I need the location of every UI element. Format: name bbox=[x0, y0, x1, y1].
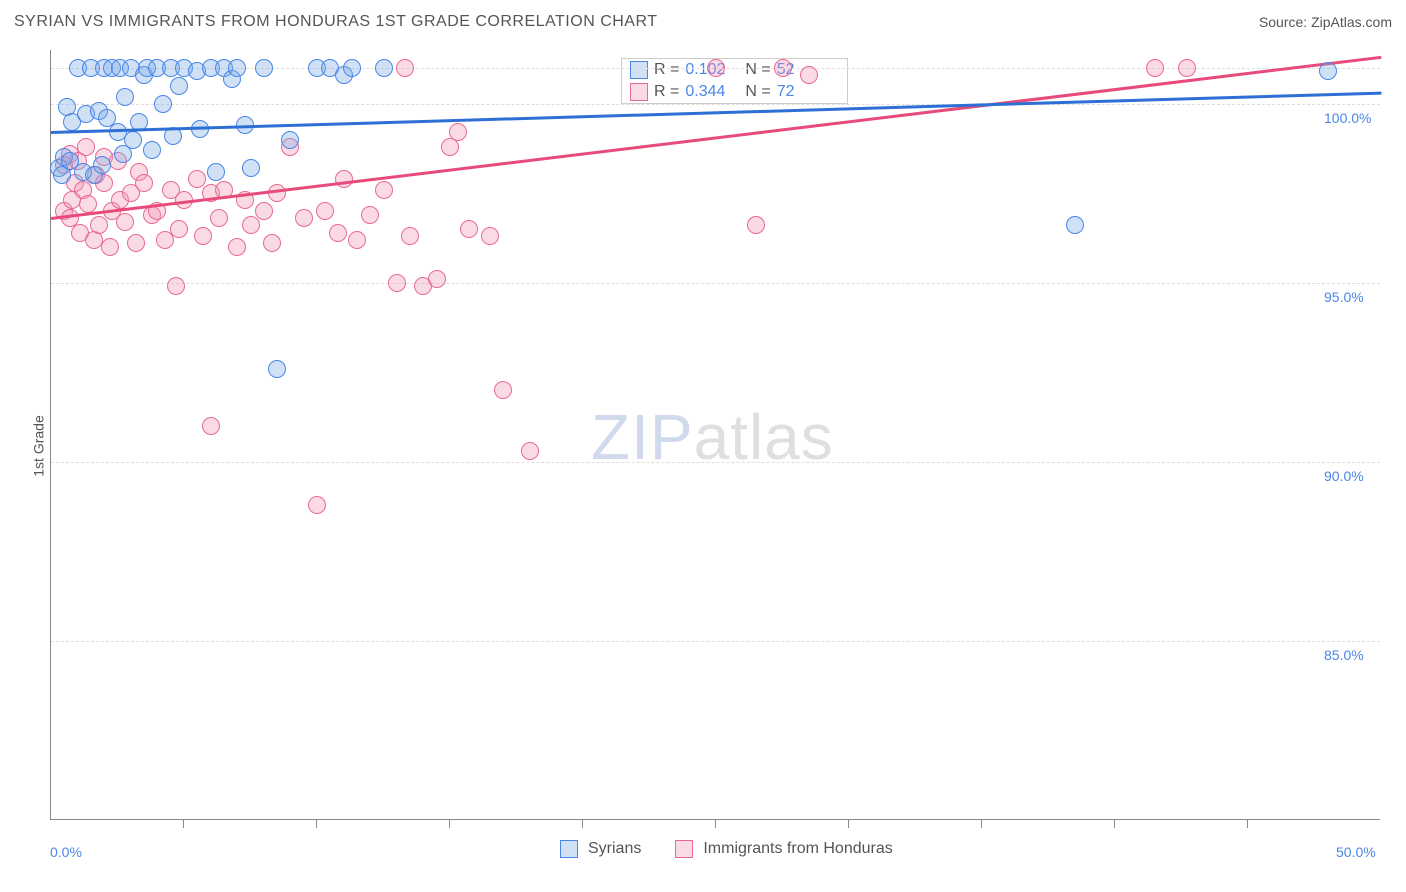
data-point-blue bbox=[124, 131, 142, 149]
data-point-pink bbox=[79, 195, 97, 213]
data-point-blue bbox=[268, 360, 286, 378]
gridline bbox=[51, 641, 1380, 642]
y-tick-label: 90.0% bbox=[1324, 468, 1364, 484]
data-point-pink bbox=[375, 181, 393, 199]
x-tick-mark bbox=[1247, 820, 1248, 828]
watermark: ZIPatlas bbox=[591, 400, 834, 474]
x-tick-label: 0.0% bbox=[50, 844, 82, 860]
data-point-blue bbox=[281, 131, 299, 149]
x-tick-mark bbox=[316, 820, 317, 828]
legend-row-pink: R = 0.344 N = 72 bbox=[622, 81, 847, 103]
x-tick-mark bbox=[981, 820, 982, 828]
y-tick-label: 100.0% bbox=[1324, 110, 1371, 126]
data-point-pink bbox=[295, 209, 313, 227]
legend-bottom: Syrians Immigrants from Honduras bbox=[560, 840, 893, 858]
data-point-pink bbox=[188, 170, 206, 188]
data-point-pink bbox=[428, 270, 446, 288]
data-point-pink bbox=[348, 231, 366, 249]
x-tick-mark bbox=[715, 820, 716, 828]
data-point-blue bbox=[143, 141, 161, 159]
data-point-pink bbox=[707, 59, 725, 77]
data-point-pink bbox=[167, 277, 185, 295]
data-point-pink bbox=[116, 213, 134, 231]
data-point-pink bbox=[255, 202, 273, 220]
data-point-pink bbox=[329, 224, 347, 242]
x-tick-mark bbox=[582, 820, 583, 828]
data-point-pink bbox=[263, 234, 281, 252]
data-point-pink bbox=[401, 227, 419, 245]
data-point-pink bbox=[1146, 59, 1164, 77]
data-point-pink bbox=[316, 202, 334, 220]
gridline bbox=[51, 462, 1380, 463]
data-point-pink bbox=[521, 442, 539, 460]
y-tick-label: 85.0% bbox=[1324, 647, 1364, 663]
y-tick-label: 95.0% bbox=[1324, 289, 1364, 305]
data-point-blue bbox=[375, 59, 393, 77]
data-point-pink bbox=[774, 59, 792, 77]
x-tick-mark bbox=[848, 820, 849, 828]
data-point-blue bbox=[1066, 216, 1084, 234]
data-point-pink bbox=[90, 216, 108, 234]
chart-title: SYRIAN VS IMMIGRANTS FROM HONDURAS 1ST G… bbox=[14, 13, 658, 31]
data-point-pink bbox=[460, 220, 478, 238]
data-point-pink bbox=[228, 238, 246, 256]
legend-label-blue: Syrians bbox=[588, 840, 641, 858]
legend-label-pink: Immigrants from Honduras bbox=[703, 840, 892, 858]
data-point-blue bbox=[255, 59, 273, 77]
data-point-pink bbox=[308, 496, 326, 514]
data-point-pink bbox=[361, 206, 379, 224]
data-point-pink bbox=[77, 138, 95, 156]
source-label: Source: ZipAtlas.com bbox=[1259, 14, 1392, 30]
data-point-pink bbox=[396, 59, 414, 77]
data-point-pink bbox=[101, 238, 119, 256]
x-tick-mark bbox=[183, 820, 184, 828]
data-point-blue bbox=[154, 95, 172, 113]
data-point-pink bbox=[481, 227, 499, 245]
data-point-blue bbox=[343, 59, 361, 77]
data-point-pink bbox=[388, 274, 406, 292]
x-tick-mark bbox=[449, 820, 450, 828]
data-point-pink bbox=[1178, 59, 1196, 77]
data-point-blue bbox=[170, 77, 188, 95]
data-point-pink bbox=[242, 216, 260, 234]
data-point-pink bbox=[800, 66, 818, 84]
data-point-pink bbox=[210, 209, 228, 227]
data-point-blue bbox=[207, 163, 225, 181]
swatch-blue-bottom bbox=[560, 840, 578, 858]
x-tick-label: 50.0% bbox=[1336, 844, 1376, 860]
y-axis-label: 1st Grade bbox=[31, 415, 47, 476]
data-point-pink bbox=[135, 174, 153, 192]
scatter-plot: ZIPatlas R = 0.102 N = 52 R = 0.344 N = … bbox=[50, 50, 1380, 820]
data-point-pink bbox=[449, 123, 467, 141]
swatch-pink-bottom bbox=[675, 840, 693, 858]
swatch-pink bbox=[630, 83, 648, 101]
data-point-pink bbox=[202, 417, 220, 435]
data-point-pink bbox=[747, 216, 765, 234]
data-point-pink bbox=[494, 381, 512, 399]
gridline bbox=[51, 104, 1380, 105]
data-point-blue bbox=[93, 156, 111, 174]
data-point-blue bbox=[116, 88, 134, 106]
gridline bbox=[51, 283, 1380, 284]
data-point-pink bbox=[170, 220, 188, 238]
swatch-blue bbox=[630, 61, 648, 79]
x-tick-mark bbox=[1114, 820, 1115, 828]
data-point-blue bbox=[228, 59, 246, 77]
data-point-pink bbox=[127, 234, 145, 252]
data-point-pink bbox=[194, 227, 212, 245]
data-point-blue bbox=[1319, 62, 1337, 80]
data-point-blue bbox=[242, 159, 260, 177]
